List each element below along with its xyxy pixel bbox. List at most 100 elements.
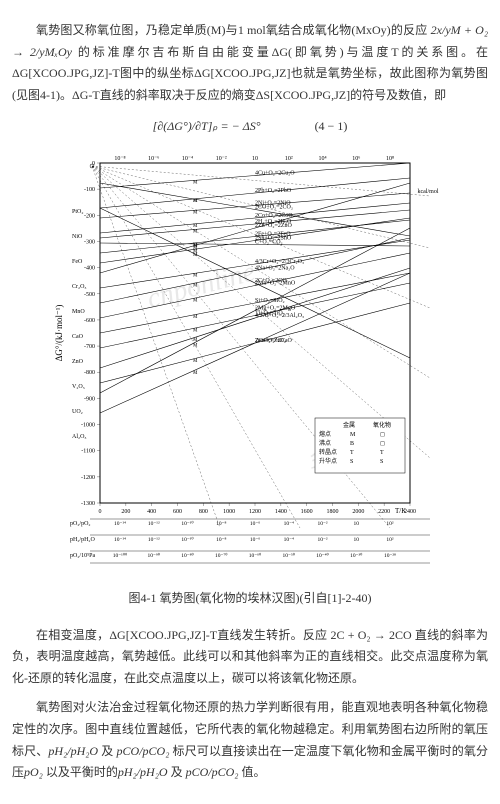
svg-text:S: S [350, 459, 353, 465]
po2: pO₂ [24, 765, 43, 779]
svg-text:沸点: 沸点 [319, 439, 331, 447]
svg-text:-900: -900 [84, 396, 95, 402]
chart-svg: cnponline金属在线0-100-200-300-400-500-600-7… [50, 148, 450, 578]
svg-text:2Pb+O₂=2PbO: 2Pb+O₂=2PbO [255, 188, 292, 194]
svg-text:FeO: FeO [72, 259, 83, 265]
svg-text:10⁸: 10⁸ [386, 156, 394, 162]
svg-text:kcal/mol: kcal/mol [418, 189, 439, 195]
svg-text:M: M [193, 371, 198, 376]
svg-text:-1000: -1000 [81, 423, 95, 429]
svg-text:T: T [380, 450, 384, 456]
svg-text:10⁻²⁸: 10⁻²⁸ [384, 553, 396, 559]
svg-text:600: 600 [173, 509, 182, 515]
svg-text:-800: -800 [84, 370, 95, 376]
svg-text:M: M [193, 253, 198, 258]
svg-text:-400: -400 [84, 266, 95, 272]
svg-text:10⁻²: 10⁻² [317, 521, 327, 527]
svg-text:CaO: CaO [72, 334, 84, 340]
svg-text:1400: 1400 [275, 509, 287, 515]
svg-text:10⁻²: 10⁻² [216, 156, 227, 162]
svg-text:1000: 1000 [223, 509, 235, 515]
svg-text:-1100: -1100 [81, 449, 95, 455]
svg-text:转晶点: 转晶点 [319, 448, 337, 456]
svg-text:10²: 10² [386, 537, 394, 543]
svg-text:M: M [193, 210, 198, 215]
svg-text:10⁻⁶⁰: 10⁻⁶⁰ [249, 552, 262, 559]
svg-text:10⁻¹⁴: 10⁻¹⁴ [114, 537, 126, 543]
svg-text:10⁻⁶: 10⁻⁶ [148, 156, 159, 162]
p3f: 值。 [238, 765, 265, 779]
svg-text:400: 400 [147, 509, 156, 515]
svg-text:10⁻¹⁰⁰: 10⁻¹⁰⁰ [113, 552, 128, 559]
ratio-co-2: pCO/pCO₂ [186, 765, 239, 779]
svg-text:金属: 金属 [343, 421, 355, 429]
svg-text:PtO₂: PtO₂ [72, 209, 83, 215]
intro-text-b: 的标准摩尔吉布斯自由能变量ΔG(即氧势)与温度T的关系图。在ΔG[XCOO.JP… [12, 45, 488, 102]
svg-text:4/3Al+O₂=2/3Al₂O₃: 4/3Al+O₂=2/3Al₂O₃ [255, 313, 304, 319]
svg-text:10: 10 [354, 537, 360, 543]
svg-text:T: T [350, 450, 354, 456]
svg-text:2000: 2000 [352, 509, 364, 515]
svg-text:M: M [193, 283, 198, 288]
svg-text:M: M [193, 328, 198, 333]
svg-text:4Na+O₂=2Na₂O: 4Na+O₂=2Na₂O [255, 265, 295, 271]
svg-text:M: M [193, 298, 198, 303]
svg-text:氧化物: 氧化物 [373, 421, 391, 429]
svg-text:10⁻¹⁴: 10⁻¹⁴ [114, 521, 126, 527]
svg-text:2Sn+O₂=2SnO: 2Sn+O₂=2SnO [255, 235, 292, 241]
svg-text:10²: 10² [285, 156, 293, 162]
svg-text:UO₂: UO₂ [72, 409, 83, 415]
svg-text:10⁻⁸: 10⁻⁸ [114, 156, 125, 162]
paragraph-3: 氧势图对火法冶金过程氧化物还原的热力学判断很有用，能直观地表明各种氧化物稳定性的… [12, 697, 488, 783]
svg-text:0: 0 [99, 509, 102, 515]
svg-text:2200: 2200 [378, 509, 390, 515]
svg-text:M: M [193, 315, 198, 320]
equation-4-1: [∂(ΔG°)/∂T]ₚ = − ΔS° (4 − 1) [12, 116, 488, 138]
svg-text:M: M [350, 432, 356, 438]
svg-text:10⁻⁶: 10⁻⁶ [250, 537, 260, 543]
intro-text-a: 氧势图又称氧位图，乃稳定单质(M)与1 mol氧结合成氧化物(MxOy)的反应 [36, 23, 431, 37]
svg-text:M: M [193, 246, 198, 251]
svg-text:4Cu+O₂=2Cu₂O: 4Cu+O₂=2Cu₂O [255, 170, 295, 176]
svg-text:1800: 1800 [327, 509, 339, 515]
svg-text:M: M [193, 199, 198, 204]
svg-text:200: 200 [121, 509, 130, 515]
paragraph-2: 在相变温度，ΔG[XCOO.JPG,JZ]-T直线发生转折。反应 2C + O₂… [12, 625, 488, 690]
svg-text:10⁻¹²: 10⁻¹² [148, 537, 160, 543]
svg-text:10⁻⁷⁰: 10⁻⁷⁰ [215, 552, 228, 559]
svg-text:M: M [193, 343, 198, 348]
svg-text:ΔG°/(kJ·mol⁻¹): ΔG°/(kJ·mol⁻¹) [54, 305, 64, 362]
formula-num: (4 − 1) [315, 119, 348, 133]
svg-text:2C+O₂=2CO: 2C+O₂=2CO [255, 278, 287, 284]
svg-text:10⁻¹⁰: 10⁻¹⁰ [181, 520, 194, 527]
svg-text:◻: ◻ [380, 432, 385, 438]
svg-text:10⁻⁶: 10⁻⁶ [250, 521, 260, 527]
intro-paragraph: 氧势图又称氧位图，乃稳定单质(M)与1 mol氧结合成氧化物(MxOy)的反应 … [12, 20, 488, 106]
ellingham-diagram: cnponline金属在线0-100-200-300-400-500-600-7… [12, 148, 488, 578]
svg-text:10⁻²: 10⁻² [317, 537, 327, 543]
svg-text:-1300: -1300 [81, 501, 95, 507]
svg-text:10⁻¹⁰: 10⁻¹⁰ [181, 536, 194, 543]
svg-text:M: M [193, 274, 198, 279]
svg-text:pO₂/pO₂: pO₂/pO₂ [70, 521, 91, 527]
svg-text:10: 10 [252, 156, 258, 162]
svg-text:T/K: T/K [395, 507, 406, 515]
svg-text:2Ca+O₂=2CaO: 2Ca+O₂=2CaO [255, 338, 293, 344]
svg-text:-600: -600 [84, 318, 95, 324]
svg-text:pO₂/10⁵Pa: pO₂/10⁵Pa [70, 553, 96, 559]
svg-text:M: M [193, 224, 198, 229]
svg-text:10⁻⁴⁰: 10⁻⁴⁰ [316, 552, 329, 559]
svg-text:NiO: NiO [72, 234, 83, 240]
svg-text:M: M [193, 230, 198, 235]
svg-text:10⁴: 10⁴ [318, 156, 326, 162]
svg-text:Cr₂O₃: Cr₂O₃ [72, 284, 87, 290]
svg-text:pH₂/pH₂O: pH₂/pH₂O [70, 537, 96, 543]
svg-text:S: S [380, 459, 383, 465]
svg-text:10⁻⁸: 10⁻⁸ [216, 521, 226, 527]
svg-text:M: M [193, 359, 198, 364]
svg-text:-200: -200 [84, 213, 95, 219]
svg-text:10⁻⁴: 10⁻⁴ [284, 521, 294, 527]
svg-text:10²: 10² [386, 521, 394, 527]
svg-text:2Mg+O₂=2MgO: 2Mg+O₂=2MgO [255, 305, 296, 311]
p3d: 以及平衡时的 [43, 765, 118, 779]
